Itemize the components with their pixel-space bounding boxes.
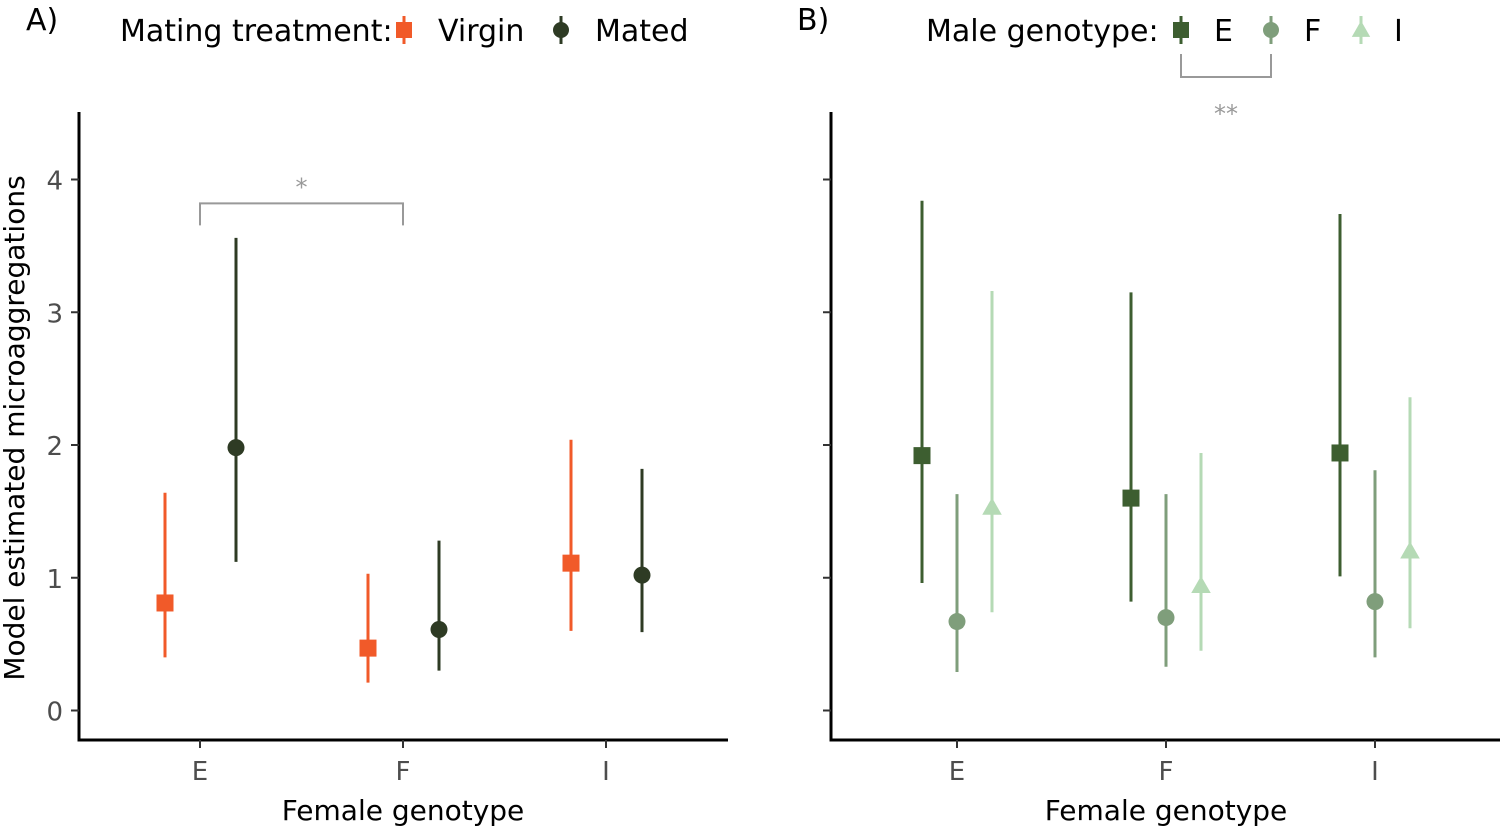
point-b-i-E [982, 497, 1002, 515]
x-tick-label-I: I [602, 757, 610, 787]
y-axis-label: Model estimated microaggregations [0, 175, 31, 680]
panel-a: A) Mating treatment: Virgin Mated Model e… [0, 3, 728, 827]
y-tick-label: 3 [46, 299, 63, 329]
y-tick-label: 0 [46, 698, 63, 728]
legend-key-male-f [1263, 22, 1279, 38]
panel-b-legend: Male genotype: E F I ** [926, 14, 1403, 128]
legend-key-virgin [396, 22, 412, 38]
significance-star: * [296, 173, 308, 201]
point-b-i-F [1191, 575, 1211, 594]
x-tick-label-I: I [1371, 757, 1379, 787]
x-axis-label-a: Female genotype [282, 794, 525, 827]
panel-a-label: A) [26, 3, 58, 38]
marks-b [913, 200, 1420, 673]
legend-label-male-e: E [1214, 14, 1233, 49]
point-a-mated-F [430, 621, 448, 639]
point-b-f-E [948, 613, 966, 631]
x-tick-label-F: F [1159, 757, 1174, 787]
point-b-e-E [913, 447, 931, 465]
panel-b: B) Male genotype: E F I ** Female genotype… [797, 3, 1500, 827]
legend-b-title: Male genotype: [926, 14, 1159, 49]
point-b-f-I [1366, 593, 1384, 611]
x-tick-label-E: E [949, 757, 965, 787]
point-a-mated-I [633, 566, 651, 584]
point-b-e-I [1331, 444, 1349, 462]
panel-b-label: B) [797, 3, 829, 38]
y-tick-label: 2 [46, 432, 63, 462]
point-a-mated-E [227, 439, 245, 457]
legend-a-items: Virgin Mated [396, 14, 689, 49]
point-b-f-F [1157, 609, 1175, 627]
x-tick-label-F: F [396, 757, 411, 787]
annotation-a: * [199, 173, 404, 226]
legend-key-male-i [1351, 20, 1371, 37]
marks-a [156, 237, 651, 683]
legend-key-male-e [1173, 22, 1189, 38]
legend-label-virgin: Virgin [438, 14, 524, 49]
x-axis-label-b: Female genotype [1045, 794, 1288, 827]
y-tick-label: 1 [46, 565, 63, 595]
legend-label-mated: Mated [595, 14, 689, 49]
significance-double-star: ** [1214, 100, 1238, 128]
y-tick-label: 4 [46, 167, 63, 197]
point-b-i-I [1400, 541, 1420, 559]
point-b-e-F [1122, 489, 1140, 507]
significance-bracket-a [199, 202, 404, 226]
point-a-virgin-F [359, 639, 377, 657]
legend-a-title: Mating treatment: [120, 14, 393, 49]
point-a-virgin-E [156, 594, 174, 612]
legend-key-mated [553, 22, 569, 38]
panel-a-legend: Mating treatment: Virgin Mated [120, 14, 689, 49]
axes-a: 0 1 2 3 4 E F I [46, 112, 728, 787]
point-a-virgin-I [562, 554, 580, 572]
legend-label-male-f: F [1304, 14, 1321, 49]
legend-label-male-i: I [1394, 14, 1403, 49]
significance-bracket-b [1180, 54, 1272, 78]
x-tick-label-E: E [192, 757, 208, 787]
